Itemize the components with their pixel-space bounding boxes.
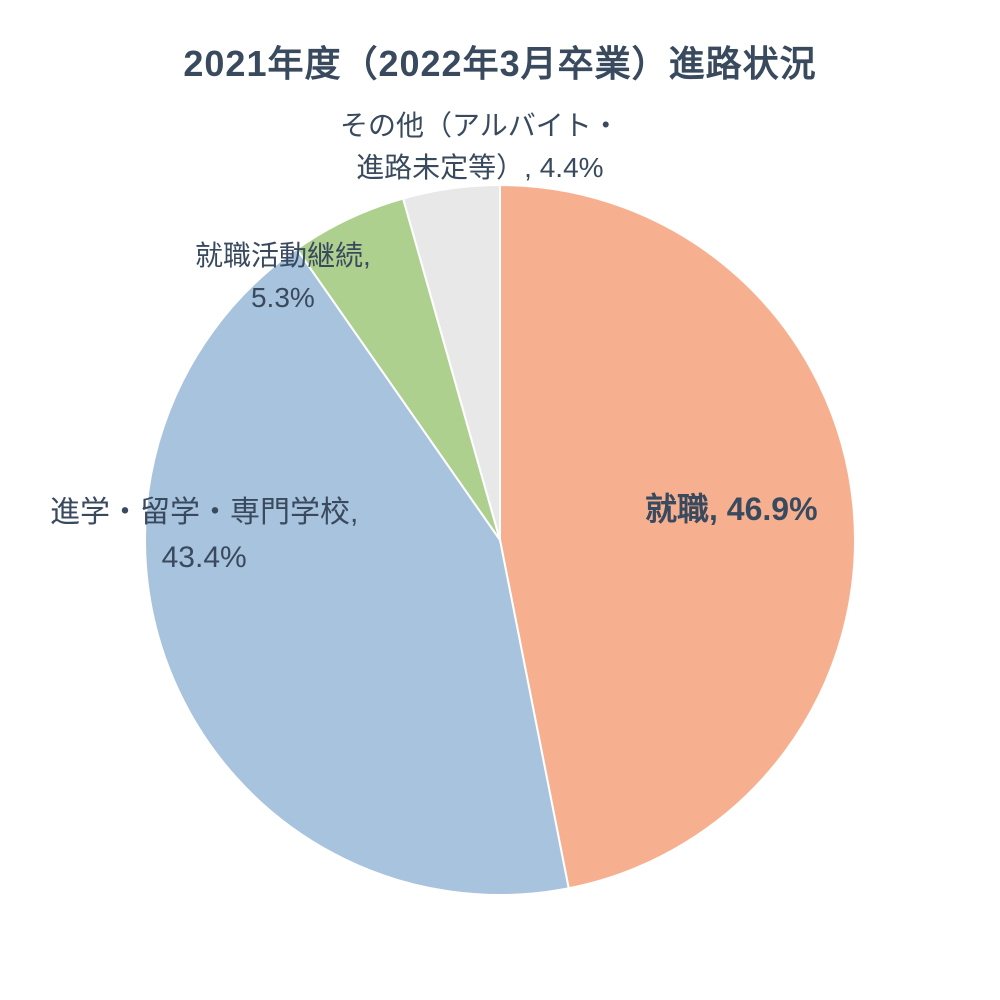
label-line: 43.4% [162,541,247,574]
slice-label-other: その他（アルバイト・ 進路未定等）, 4.4% [340,105,620,189]
label-line: 進路未定等）, 4.4% [356,152,603,183]
slice-label-education: 進学・留学・専門学校, 43.4% [50,490,358,580]
label-line: 5.3% [251,282,315,313]
slice-label-jobhunt: 就職活動継続, 5.3% [195,235,371,319]
label-line: 進学・留学・専門学校, [50,496,358,529]
slice-label-employment: 就職, 46.9% [645,485,818,533]
label-line: その他（アルバイト・ [340,110,620,141]
pie-slice [500,185,855,888]
chart-title: 2021年度（2022年3月卒業）進路状況 [0,35,1000,87]
label-line: 就職活動継続, [195,240,371,271]
